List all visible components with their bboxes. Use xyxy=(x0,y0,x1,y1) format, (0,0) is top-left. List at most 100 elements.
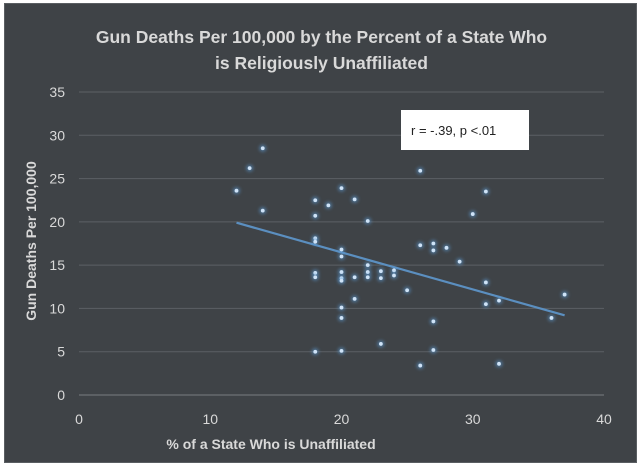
y-tick-label: 15 xyxy=(49,257,65,273)
y-tick-label: 30 xyxy=(49,127,65,143)
data-point-dot xyxy=(339,348,344,353)
data-point-dot xyxy=(365,270,370,274)
data-point-dot xyxy=(313,275,318,280)
data-point xyxy=(311,212,319,220)
data-point-dot xyxy=(431,241,436,246)
data-point-dot xyxy=(418,363,423,368)
data-point-dot xyxy=(352,297,357,301)
correlation-annotation: r = -.39, p <.01 xyxy=(401,110,529,150)
data-point xyxy=(337,268,346,276)
data-point xyxy=(377,340,385,348)
trendline xyxy=(236,221,565,317)
data-point-dot xyxy=(339,247,344,252)
data-point xyxy=(337,347,346,355)
data-point xyxy=(351,195,359,203)
chart-title-line-1: Gun Deaths Per 100,000 by the Percent of… xyxy=(95,27,548,47)
data-point xyxy=(429,246,437,255)
data-point-dot xyxy=(313,239,318,244)
grid-lines xyxy=(79,91,604,353)
data-point xyxy=(429,346,437,354)
data-point xyxy=(311,273,319,281)
data-point-dot xyxy=(405,288,410,293)
data-point-dot xyxy=(352,197,357,202)
data-point-dot xyxy=(365,263,370,268)
data-point-dot xyxy=(352,275,357,280)
data-point xyxy=(377,274,385,282)
data-point xyxy=(337,303,346,312)
y-tick-label: 5 xyxy=(57,344,65,360)
data-point-dot xyxy=(339,270,344,274)
data-point-dot xyxy=(483,302,488,306)
data-point-dot xyxy=(418,243,423,248)
data-point-dot xyxy=(483,280,488,285)
data-point xyxy=(364,261,372,269)
data-point-dot xyxy=(562,292,567,297)
data-point xyxy=(311,348,319,356)
data-point xyxy=(377,267,385,275)
data-point-dot xyxy=(378,342,383,346)
data-point-dot xyxy=(313,349,318,354)
data-point-dot xyxy=(392,273,396,278)
data-point-dot xyxy=(378,269,383,274)
data-point xyxy=(311,196,319,204)
data-point xyxy=(259,144,267,152)
data-point-dot xyxy=(326,203,331,208)
x-tick-label: 20 xyxy=(334,411,350,427)
data-point-dot xyxy=(339,316,344,320)
data-point xyxy=(351,273,359,281)
data-point xyxy=(390,271,398,280)
data-point xyxy=(337,252,346,261)
x-tick-label: 0 xyxy=(75,411,83,427)
axis: 0 5 10 15 20 25 30 35 0 10 20 30 40 xyxy=(49,84,612,427)
data-point-dot xyxy=(431,248,436,253)
data-point xyxy=(429,239,437,248)
x-tick-label: 30 xyxy=(465,411,481,427)
chart-frame: 0 5 10 15 20 25 30 35 0 10 20 30 40 % of a State Who… xyxy=(4,3,637,463)
data-point xyxy=(495,360,503,368)
data-point xyxy=(324,201,332,210)
data-point-dot xyxy=(365,219,370,223)
data-point-dot xyxy=(313,213,318,218)
y-tick-label: 0 xyxy=(57,387,65,403)
y-tick-label: 20 xyxy=(49,214,65,230)
data-point xyxy=(456,258,464,266)
data-point xyxy=(482,187,490,196)
y-axis-title: Gun Deaths Per 100,000 xyxy=(23,161,39,321)
data-point-dot xyxy=(418,168,423,173)
y-tick-label: 35 xyxy=(49,84,65,100)
data-point-dot xyxy=(378,276,383,281)
data-point xyxy=(482,300,490,308)
data-point xyxy=(403,286,411,294)
data-point xyxy=(482,278,490,287)
y-tick-label: 10 xyxy=(49,300,65,316)
data-point xyxy=(364,268,372,276)
x-tick-label: 40 xyxy=(596,411,612,427)
data-point-dot xyxy=(444,245,449,250)
data-point xyxy=(416,167,424,175)
data-point xyxy=(561,290,569,299)
data-point xyxy=(246,164,254,172)
x-axis-title: % of a State Who is Unaffiliated xyxy=(166,436,375,452)
data-point xyxy=(232,187,241,195)
data-point xyxy=(390,266,398,274)
scatter-points xyxy=(232,144,569,370)
y-tick-label: 25 xyxy=(49,171,65,187)
data-point-dot xyxy=(470,212,475,216)
data-point-dot xyxy=(339,186,344,190)
data-point-dot xyxy=(260,208,265,213)
data-point xyxy=(469,210,477,218)
data-point xyxy=(495,297,503,305)
correlation-text: r = -.39, p <.01 xyxy=(411,122,497,138)
data-point-dot xyxy=(234,188,239,193)
data-point xyxy=(364,217,372,225)
data-point-dot xyxy=(247,166,252,171)
data-point-dot xyxy=(549,316,554,320)
trendline-layer xyxy=(236,221,565,317)
data-point xyxy=(364,273,372,281)
data-point-dot xyxy=(365,275,370,280)
data-point-dot xyxy=(313,198,318,203)
data-point xyxy=(337,314,346,322)
data-point xyxy=(416,361,424,370)
data-point-dot xyxy=(497,298,501,303)
x-tick-label: 10 xyxy=(202,411,218,427)
